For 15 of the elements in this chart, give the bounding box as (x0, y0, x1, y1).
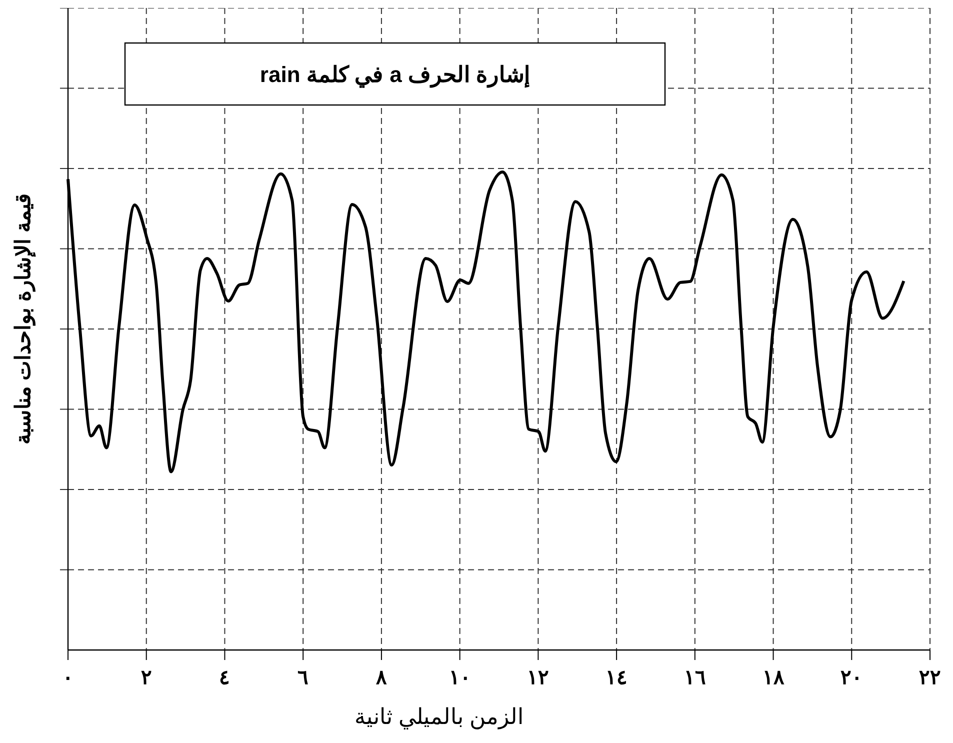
x-tick-label: ٢ (140, 667, 152, 689)
x-tick-label: ١٠ (448, 667, 471, 689)
x-tick-label: ٢٢ (919, 667, 941, 689)
chart-title: إشارة الحرف a في كلمة rain (260, 62, 530, 89)
x-axis-title: الزمن بالميلي ثانية (354, 704, 524, 730)
x-tick-label: ١٦ (684, 667, 706, 689)
x-tick-label: ١٨ (762, 667, 784, 689)
x-tick-label: ١٢ (527, 667, 550, 689)
y-axis-title: قيمة الإشارة بواحدات مناسبة (12, 194, 36, 444)
x-tick-label: ٢٠ (840, 667, 863, 689)
x-tick-label: ٤ (219, 667, 230, 689)
x-tick-label: ٠ (62, 667, 74, 689)
x-tick-label: ٨ (374, 667, 387, 689)
x-tick-label: ٦ (298, 667, 309, 689)
x-tick-label: ١٤ (606, 667, 628, 689)
